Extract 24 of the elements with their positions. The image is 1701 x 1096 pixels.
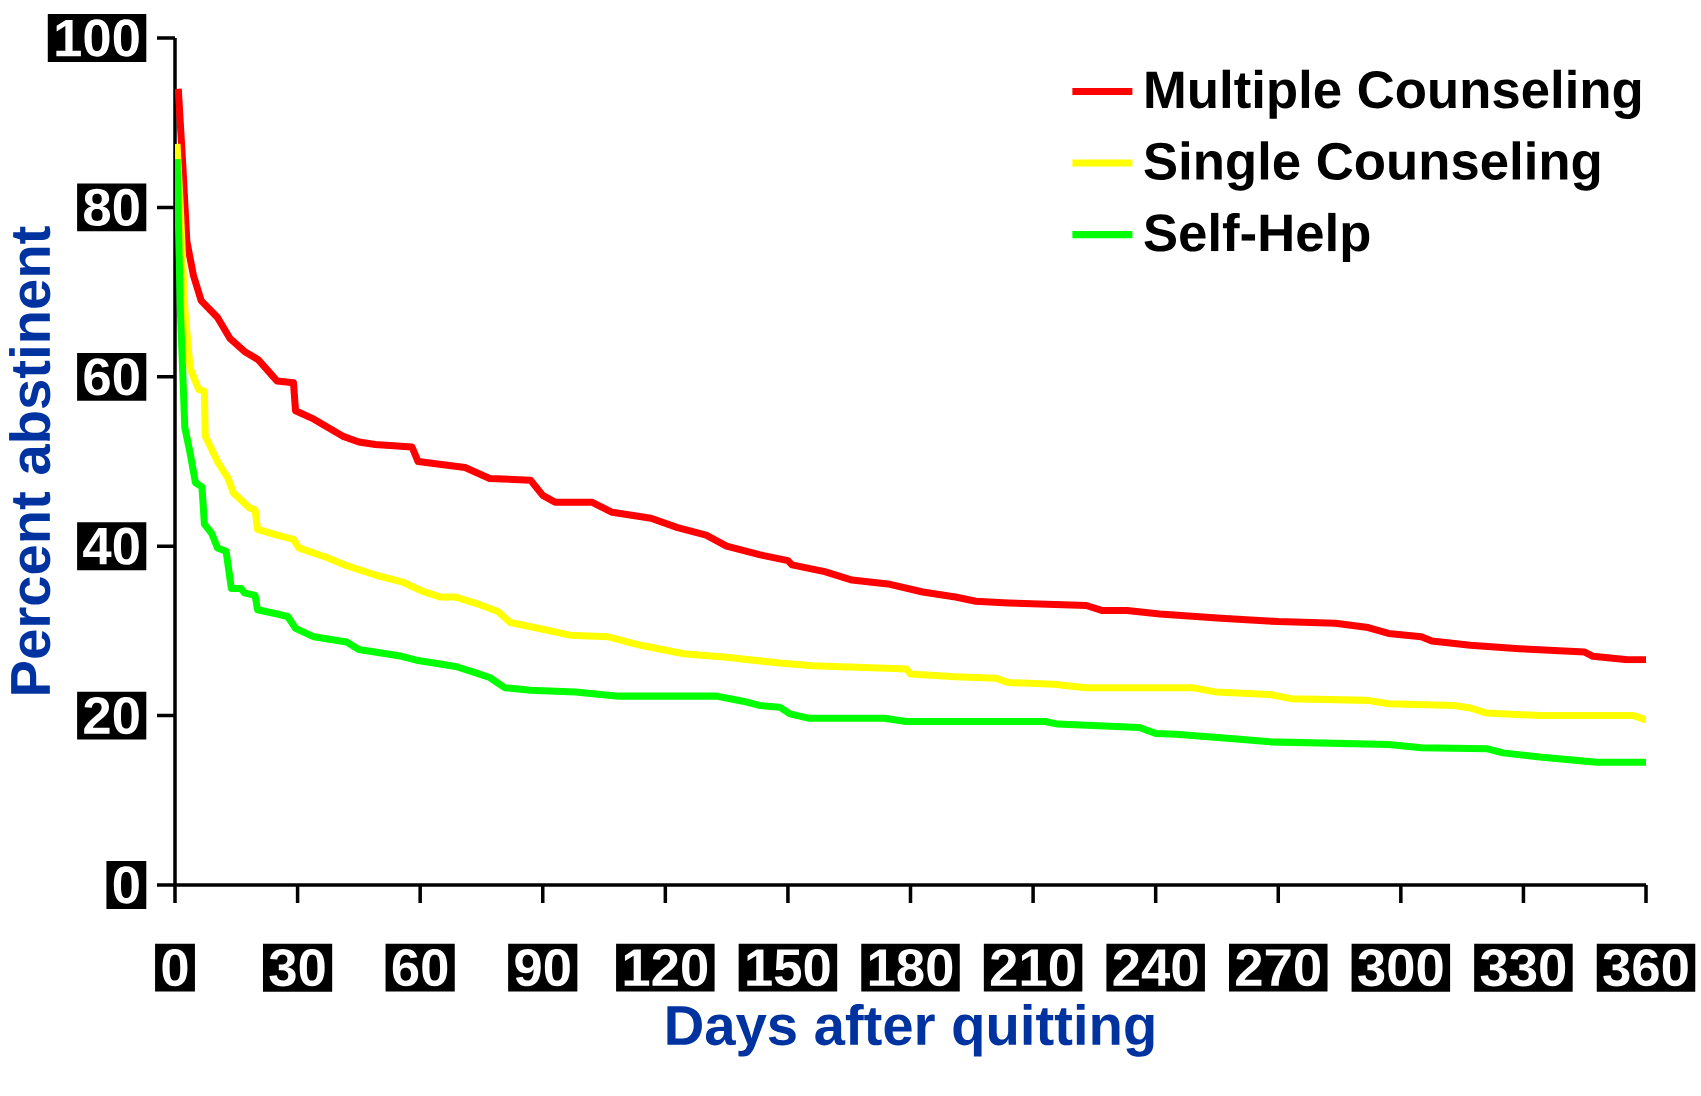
y-tick-label: 100 (56, 19, 139, 57)
x-tick-label: 30 (269, 948, 325, 987)
x-tick-label: 300 (1358, 948, 1443, 987)
x-tick-label: 270 (1236, 948, 1321, 987)
x-tick-label: 240 (1113, 948, 1198, 987)
y-tick-label: 80 (84, 188, 139, 227)
x-tick-label: 150 (747, 948, 830, 987)
x-tick-label: 180 (869, 948, 953, 987)
x-tick-label: 210 (990, 948, 1075, 987)
legend-label: Multiple Counseling (1146, 69, 1641, 120)
legend-label: Single Counseling (1144, 141, 1600, 191)
x-axis-title: Days after quitting (667, 1004, 1154, 1057)
y-tick-label: 40 (83, 527, 139, 565)
x-tick-label: 330 (1480, 948, 1566, 987)
legend-label: Self-Help (1144, 212, 1370, 262)
y-axis-title: Percent abstinent (9, 226, 51, 694)
x-tick-label: 90 (515, 948, 570, 987)
x-tick-label: 0 (162, 948, 188, 987)
x-tick-label: 60 (392, 948, 448, 987)
y-tick-label: 20 (84, 696, 139, 735)
x-tick-label: 120 (624, 948, 708, 987)
y-tick-label: 60 (84, 358, 139, 396)
y-tick-label: 0 (113, 866, 139, 904)
x-tick-label: 360 (1603, 948, 1688, 987)
